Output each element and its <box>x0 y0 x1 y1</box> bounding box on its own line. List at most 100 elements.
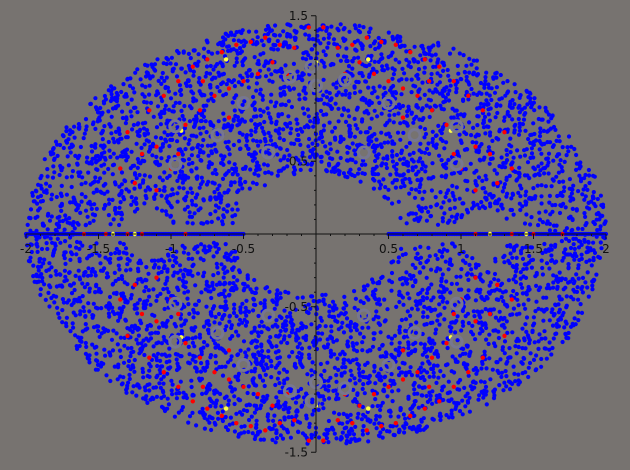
blue-point <box>240 59 245 64</box>
blue-point <box>476 150 481 155</box>
blue-point <box>243 350 248 355</box>
blue-point <box>168 61 173 66</box>
blue-point <box>374 309 379 314</box>
blue-point <box>407 141 412 146</box>
blue-point <box>549 310 554 315</box>
blue-point <box>351 387 356 392</box>
blue-point <box>557 139 562 144</box>
blue-point <box>380 64 385 69</box>
blue-point <box>234 329 239 334</box>
blue-point <box>73 153 78 158</box>
blue-point <box>137 258 143 263</box>
blue-point <box>239 39 244 45</box>
blue-point <box>326 427 331 433</box>
blue-point <box>125 282 130 287</box>
blue-point <box>40 223 46 228</box>
blue-point <box>163 103 168 108</box>
blue-point <box>492 90 498 95</box>
blue-point <box>59 208 64 213</box>
blue-point <box>524 292 529 297</box>
blue-point <box>481 395 486 400</box>
blue-point <box>285 340 290 346</box>
blue-point <box>418 341 423 346</box>
blue-point <box>494 75 499 80</box>
blue-point <box>206 49 211 54</box>
blue-point <box>544 109 549 114</box>
blue-point <box>564 335 569 340</box>
blue-point <box>255 160 260 165</box>
blue-point <box>224 82 229 87</box>
blue-point <box>229 385 234 390</box>
blue-point <box>572 257 577 262</box>
blue-point <box>240 186 245 191</box>
blue-point <box>560 339 565 345</box>
blue-point <box>153 135 158 140</box>
blue-point <box>155 351 161 356</box>
blue-point <box>125 77 130 82</box>
blue-point <box>280 436 286 441</box>
blue-point <box>265 365 270 371</box>
blue-point <box>311 147 316 152</box>
blue-point <box>307 355 312 361</box>
blue-point <box>487 192 492 197</box>
blue-point <box>173 91 178 96</box>
blue-point <box>193 195 198 200</box>
blue-point <box>429 71 434 77</box>
blue-point <box>87 360 92 365</box>
blue-point <box>404 144 409 149</box>
blue-point <box>42 282 47 287</box>
blue-point <box>383 350 388 355</box>
blue-point <box>574 254 579 259</box>
blue-point <box>339 436 344 441</box>
blue-point <box>178 379 183 384</box>
blue-point <box>71 325 76 330</box>
blue-point <box>326 418 331 424</box>
blue-point <box>220 418 225 424</box>
blue-point <box>398 121 403 126</box>
blue-point <box>434 393 439 398</box>
blue-point <box>307 136 312 142</box>
blue-point <box>393 347 398 352</box>
blue-point <box>221 207 226 212</box>
blue-point <box>540 220 546 225</box>
blue-point <box>452 108 457 113</box>
blue-point <box>518 282 524 287</box>
blue-point <box>94 241 99 246</box>
blue-point <box>213 422 218 427</box>
blue-point <box>93 290 98 295</box>
blue-point <box>436 123 441 128</box>
blue-point <box>523 199 528 204</box>
blue-point <box>151 265 156 270</box>
blue-point <box>215 265 220 270</box>
blue-point <box>204 321 209 326</box>
blue-point <box>597 217 602 222</box>
blue-point <box>300 56 305 61</box>
blue-point <box>426 209 431 214</box>
blue-point <box>441 340 446 345</box>
blue-point <box>523 306 528 311</box>
blue-point <box>482 114 488 119</box>
blue-point <box>351 432 357 437</box>
blue-point <box>505 109 510 115</box>
blue-point <box>186 251 191 256</box>
blue-point <box>426 306 431 311</box>
blue-point <box>190 256 195 261</box>
blue-point <box>254 81 259 86</box>
blue-point <box>580 192 585 197</box>
blue-point <box>547 286 553 291</box>
blue-point <box>55 236 60 241</box>
blue-point <box>189 153 194 158</box>
blue-point <box>524 266 529 271</box>
blue-point <box>140 344 145 350</box>
blue-point <box>232 429 237 434</box>
blue-point <box>34 237 39 242</box>
blue-point <box>244 298 249 303</box>
blue-point <box>322 368 327 373</box>
blue-point <box>187 119 193 124</box>
blue-point <box>129 202 134 207</box>
blue-point <box>538 168 543 173</box>
blue-point <box>543 248 548 253</box>
blue-point <box>527 341 532 346</box>
blue-point <box>563 285 568 290</box>
blue-point <box>331 339 336 344</box>
